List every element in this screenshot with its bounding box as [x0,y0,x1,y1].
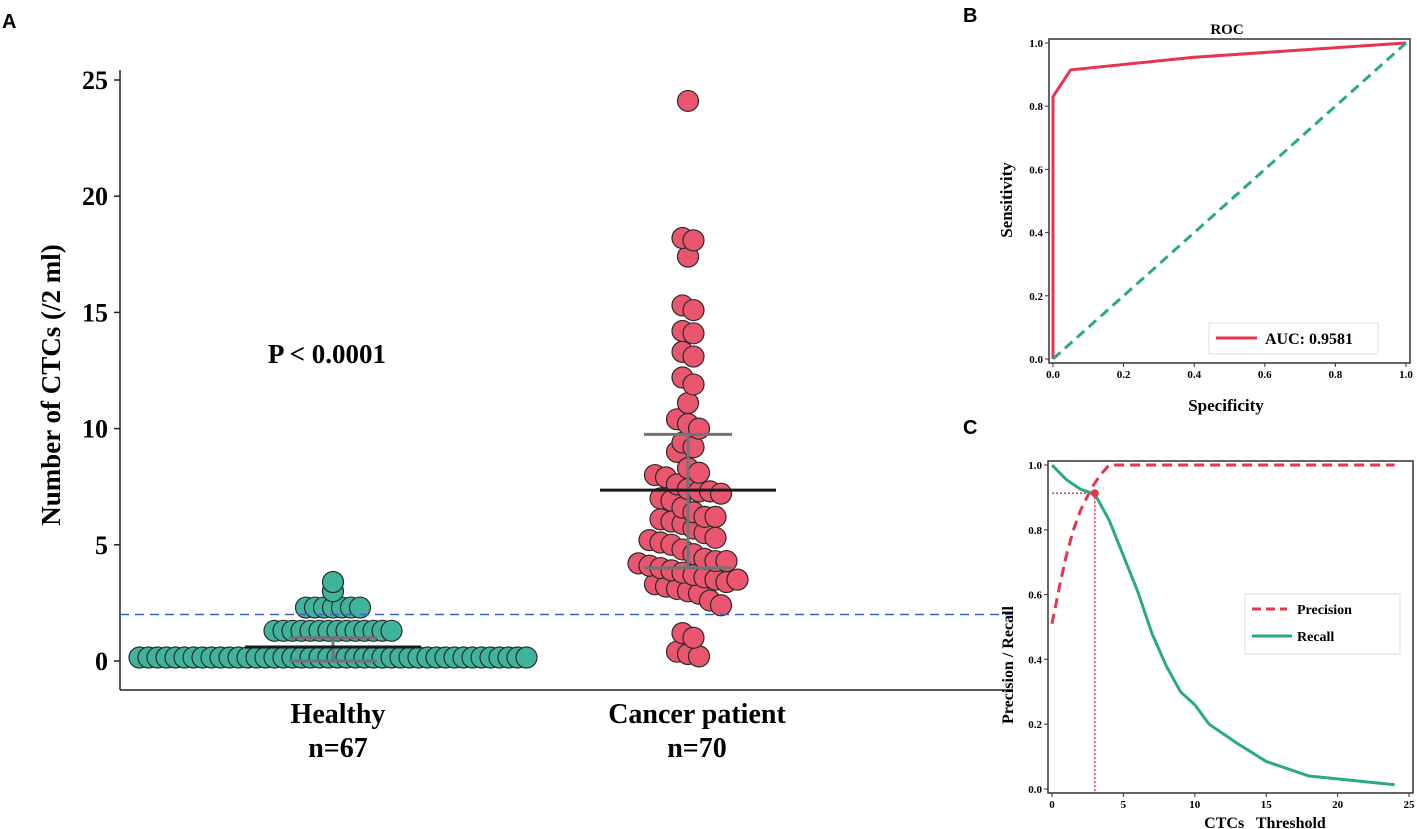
pr-y-label: Precision / Recall [1000,606,1017,724]
group-n-cancer: n=70 [667,733,727,764]
data-point [682,345,705,368]
panel-c-precision-recall: CTCs Threshold Precision / Recall Precis… [1000,460,1415,829]
y-tick-label: 0.0 [1029,354,1043,366]
data-point [687,417,711,440]
data-point [704,505,727,529]
x-tick-label: 0.8 [1329,369,1343,381]
p-value-annotation: P < 0.0001 [268,339,386,369]
plot-frame [1047,460,1414,794]
group-label-cancer: Cancer patient [608,699,786,730]
group-label-healthy: Healthy [291,699,386,730]
data-point [682,436,705,459]
y-tick-label: 0.8 [1028,525,1042,537]
data-point [687,461,711,484]
x-tick-label: 0.4 [1187,369,1201,381]
x-tick-label: 20 [1332,799,1344,811]
data-point [348,596,372,619]
data-point [682,229,705,252]
data-point [321,570,345,594]
pr-legend-recall-label: Recall [1297,630,1334,645]
x-tick-label: 5 [1121,799,1127,811]
y-tick-label: 10 [82,415,108,444]
pr-x-label: CTCs Threshold [1204,815,1326,829]
y-tick-label: 1.0 [1029,38,1043,50]
x-tick-label: 25 [1404,799,1416,811]
x-tick-label: 0.2 [1117,369,1131,381]
roc-title: ROC [1210,22,1243,38]
auc-series-line [1051,41,1407,359]
y-tick-label: 0.8 [1029,101,1043,113]
y-tick-label: 15 [82,298,108,327]
data-point [676,391,700,415]
crossover-point [1090,489,1099,498]
y-tick-label: 20 [82,182,108,211]
pr-legend-precision-label: Precision [1297,603,1352,618]
data-point [682,373,705,396]
x-tick-label: 10 [1189,799,1201,811]
x-tick-label: 1.0 [1399,369,1413,381]
panel-label-a: A [2,11,16,33]
data-point [709,482,733,505]
data-point [715,549,738,573]
panel-a-dot-plot: Number of CTCs (/2 ml) P < 0.0001 Health… [36,66,1012,764]
roc-y-label: Sensitivity [997,162,1016,238]
panel-label-c: C [963,417,977,439]
data-point [515,646,538,669]
plot-frame [1048,38,1411,364]
x-tick-label: 15 [1261,799,1273,811]
precision-series-line [1050,463,1395,625]
data-point [687,645,711,668]
y-tick-label: 0 [95,647,108,676]
data-point [380,619,403,642]
x-tick-label: 0.6 [1258,369,1272,381]
panel-b-roc: ROC Specificity Sensitivity AUC: 0.9581 … [997,22,1413,415]
y-tick-label: 0.6 [1028,590,1042,602]
y-tick-label: 1.0 [1028,460,1042,472]
data-point [726,568,749,591]
y-tick-label: 0.2 [1028,719,1042,731]
panel-a-y-label: Number of CTCs (/2 ml) [36,244,66,525]
x-tick-label: 0.0 [1046,369,1060,381]
roc-legend-label: AUC: 0.9581 [1265,331,1353,348]
pr-legend-box [1244,593,1401,655]
panel-label-b: B [963,5,977,27]
recall-series-line [1050,463,1395,787]
y-tick-label: 0.4 [1029,228,1043,240]
data-point [709,594,733,617]
data-point [676,89,700,113]
y-tick-label: 25 [82,66,108,95]
y-tick-label: 0.0 [1028,784,1042,796]
group-n-healthy: n=67 [308,733,368,764]
data-point [682,626,705,649]
y-tick-label: 0.4 [1028,654,1042,666]
x-tick-label: 0 [1049,799,1055,811]
data-point [682,322,705,345]
roc-x-label: Specificity [1188,396,1264,415]
y-tick-label: 5 [95,531,108,560]
y-tick-label: 0.2 [1029,291,1043,303]
y-tick-label: 0.6 [1029,164,1043,176]
data-point [704,526,727,549]
data-point [682,298,705,322]
diagonal-series-line [1051,41,1408,361]
